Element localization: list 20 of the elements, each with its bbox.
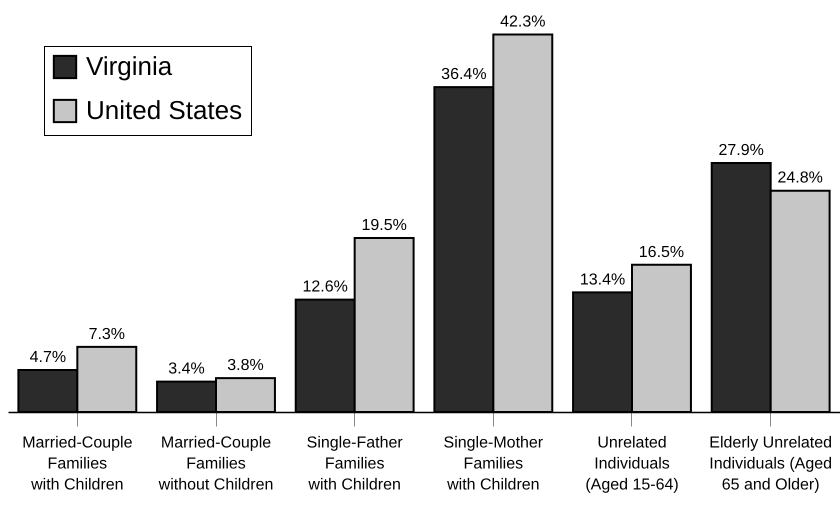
data-label: 13.4%	[580, 271, 626, 288]
data-label: 12.6%	[302, 278, 348, 296]
data-label: 4.7%	[30, 349, 66, 366]
data-label: 19.5%	[361, 216, 407, 234]
data-label: 3.8%	[227, 357, 264, 374]
x-tick-label: Single-Mother Families with Children	[444, 434, 544, 494]
data-label: 16.5%	[638, 244, 684, 261]
data-label: 7.3%	[88, 326, 126, 343]
data-label: 24.8%	[777, 170, 823, 187]
x-tick-label: Elderly Unrelated Individuals (Aged 65 and Older)	[709, 434, 832, 494]
x-tick-label: Single-Father Families with Children	[306, 434, 404, 494]
x-tick-label: Married-Couple Families without Children	[158, 434, 274, 494]
x-tick-label: Unrelated Individuals (Aged 15-64)	[585, 434, 679, 494]
legend-label: Virginia	[86, 51, 173, 81]
data-label: 27.9%	[718, 142, 764, 160]
data-label: 42.3%	[500, 14, 546, 31]
legend-label: United States	[86, 95, 242, 125]
data-label: 3.4%	[168, 360, 205, 378]
data-label: 36.4%	[441, 66, 487, 84]
x-tick-label: Married-Couple Families with Children	[22, 434, 133, 494]
